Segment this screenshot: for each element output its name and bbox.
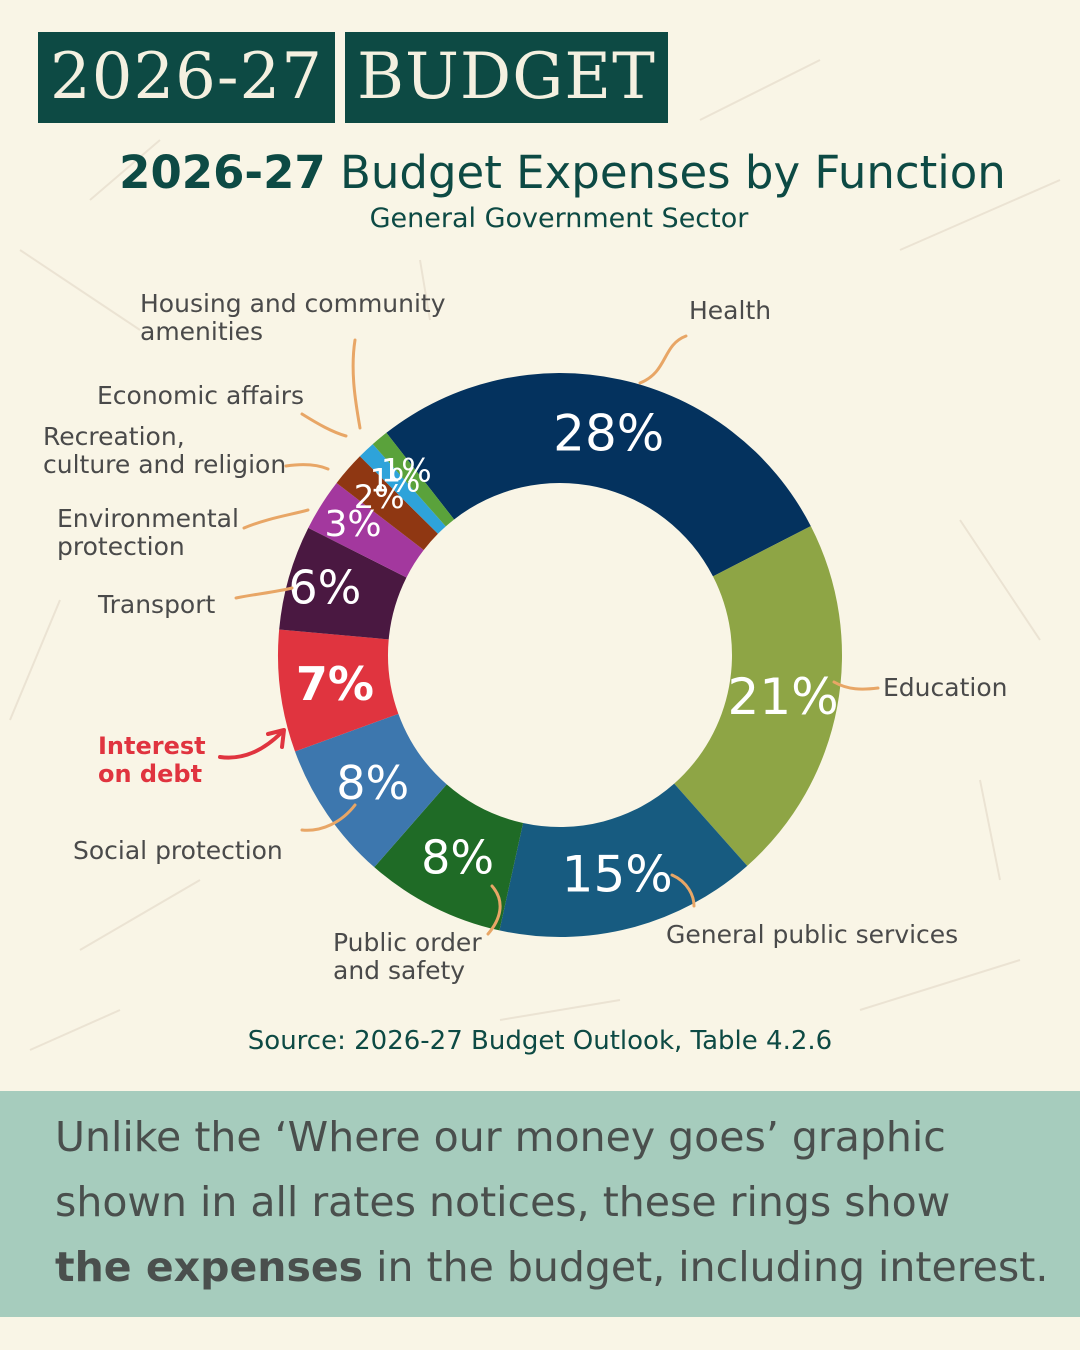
slice-public-order-and-safety	[374, 784, 524, 931]
leader-education	[832, 680, 880, 691]
slice-recreation-culture-and-religion	[336, 456, 438, 551]
footer-bold: the expenses	[55, 1243, 364, 1291]
label-recreation: Recreation, culture and religion	[43, 422, 287, 479]
leader-public-order	[486, 884, 502, 936]
donut-value-labels: 28% 21% 15% 8%8% 7% 6% 3%2%1%1%	[288, 404, 838, 903]
value-label-health: 28%	[553, 404, 664, 462]
slice-housing-and-community-amenities	[372, 432, 455, 527]
leader-housing	[351, 338, 362, 430]
interest-arrow	[218, 728, 286, 760]
footer-line-2: shown in all rates notices, these rings …	[55, 1178, 951, 1226]
leader-social-protection	[300, 803, 357, 832]
footer-line-3: in the budget, including interest.	[363, 1243, 1049, 1291]
badge-budget: BUDGET	[344, 32, 668, 123]
leader-lines	[234, 334, 880, 936]
slice-education	[674, 526, 842, 866]
source-note: Source: 2026-27 Budget Outlook, Table 4.…	[247, 1026, 833, 1056]
value-label-recreation-culture-and-religion: 2%	[354, 478, 405, 516]
value-label-transport: 6%	[288, 561, 361, 615]
label-general-public-services: General public services	[666, 920, 959, 949]
label-health: Health	[689, 296, 772, 325]
label-housing: Housing and community amenities	[140, 289, 446, 346]
donut-chart: 28% 21% 15% 8%8% 7% 6% 3%2%1%1%	[218, 334, 880, 937]
header-badges: 2026-27 BUDGET	[38, 32, 668, 123]
slice-health	[386, 372, 811, 577]
leader-economic	[300, 412, 348, 438]
value-label-public-order-and-safety: 8%	[421, 831, 494, 885]
value-label-housing-and-community-amenities: 1%	[381, 451, 432, 489]
footer-band: Unlike the ‘Where our money goes’ graphi…	[0, 1091, 1080, 1317]
slice-interest-on-debt	[278, 629, 399, 752]
footer-line-1: Unlike the ‘Where our money goes’ graphi…	[55, 1113, 946, 1161]
value-label-education: 21%	[728, 668, 839, 726]
chart-title-year: 2026-27	[119, 146, 326, 199]
value-label-economic-affairs: 1%	[370, 461, 421, 499]
value-label-interest-on-debt: 7%	[296, 657, 374, 711]
label-transport: Transport	[98, 590, 216, 619]
value-label-general-public-services: 15%	[562, 846, 673, 904]
label-interest-on-debt: Interest on debt	[98, 732, 206, 788]
slice-social-protection	[295, 713, 447, 868]
badge-year: 2026-27	[38, 32, 335, 123]
slice-transport	[279, 527, 407, 640]
label-environmental: Environmental protection	[57, 504, 239, 561]
label-social-protection: Social protection	[73, 836, 283, 865]
leader-recreation	[284, 463, 330, 471]
value-label-social-protection: 8%	[336, 756, 409, 810]
chart-title: 2026-27 Budget Expenses by Function	[0, 146, 1080, 199]
chart-subtitle: General Government Sector	[369, 203, 749, 234]
label-education: Education	[883, 673, 1008, 702]
chart-title-text: Budget Expenses by Function	[340, 146, 1006, 199]
footer-text: Unlike the ‘Where our money goes’ graphi…	[55, 1105, 1065, 1300]
label-public-order: Public order and safety	[333, 928, 482, 985]
slice-environmental-protection	[308, 482, 424, 578]
slice-general-public-services	[499, 783, 748, 937]
value-label-environmental-protection: 3%	[324, 504, 381, 545]
leader-general-public-services	[670, 873, 696, 908]
leader-transport	[234, 586, 294, 600]
leader-health	[638, 334, 688, 385]
slice-economic-affairs	[359, 444, 446, 534]
donut-slices	[278, 372, 842, 937]
label-economic-affairs: Economic affairs	[97, 381, 305, 410]
leader-environmental	[242, 508, 310, 530]
